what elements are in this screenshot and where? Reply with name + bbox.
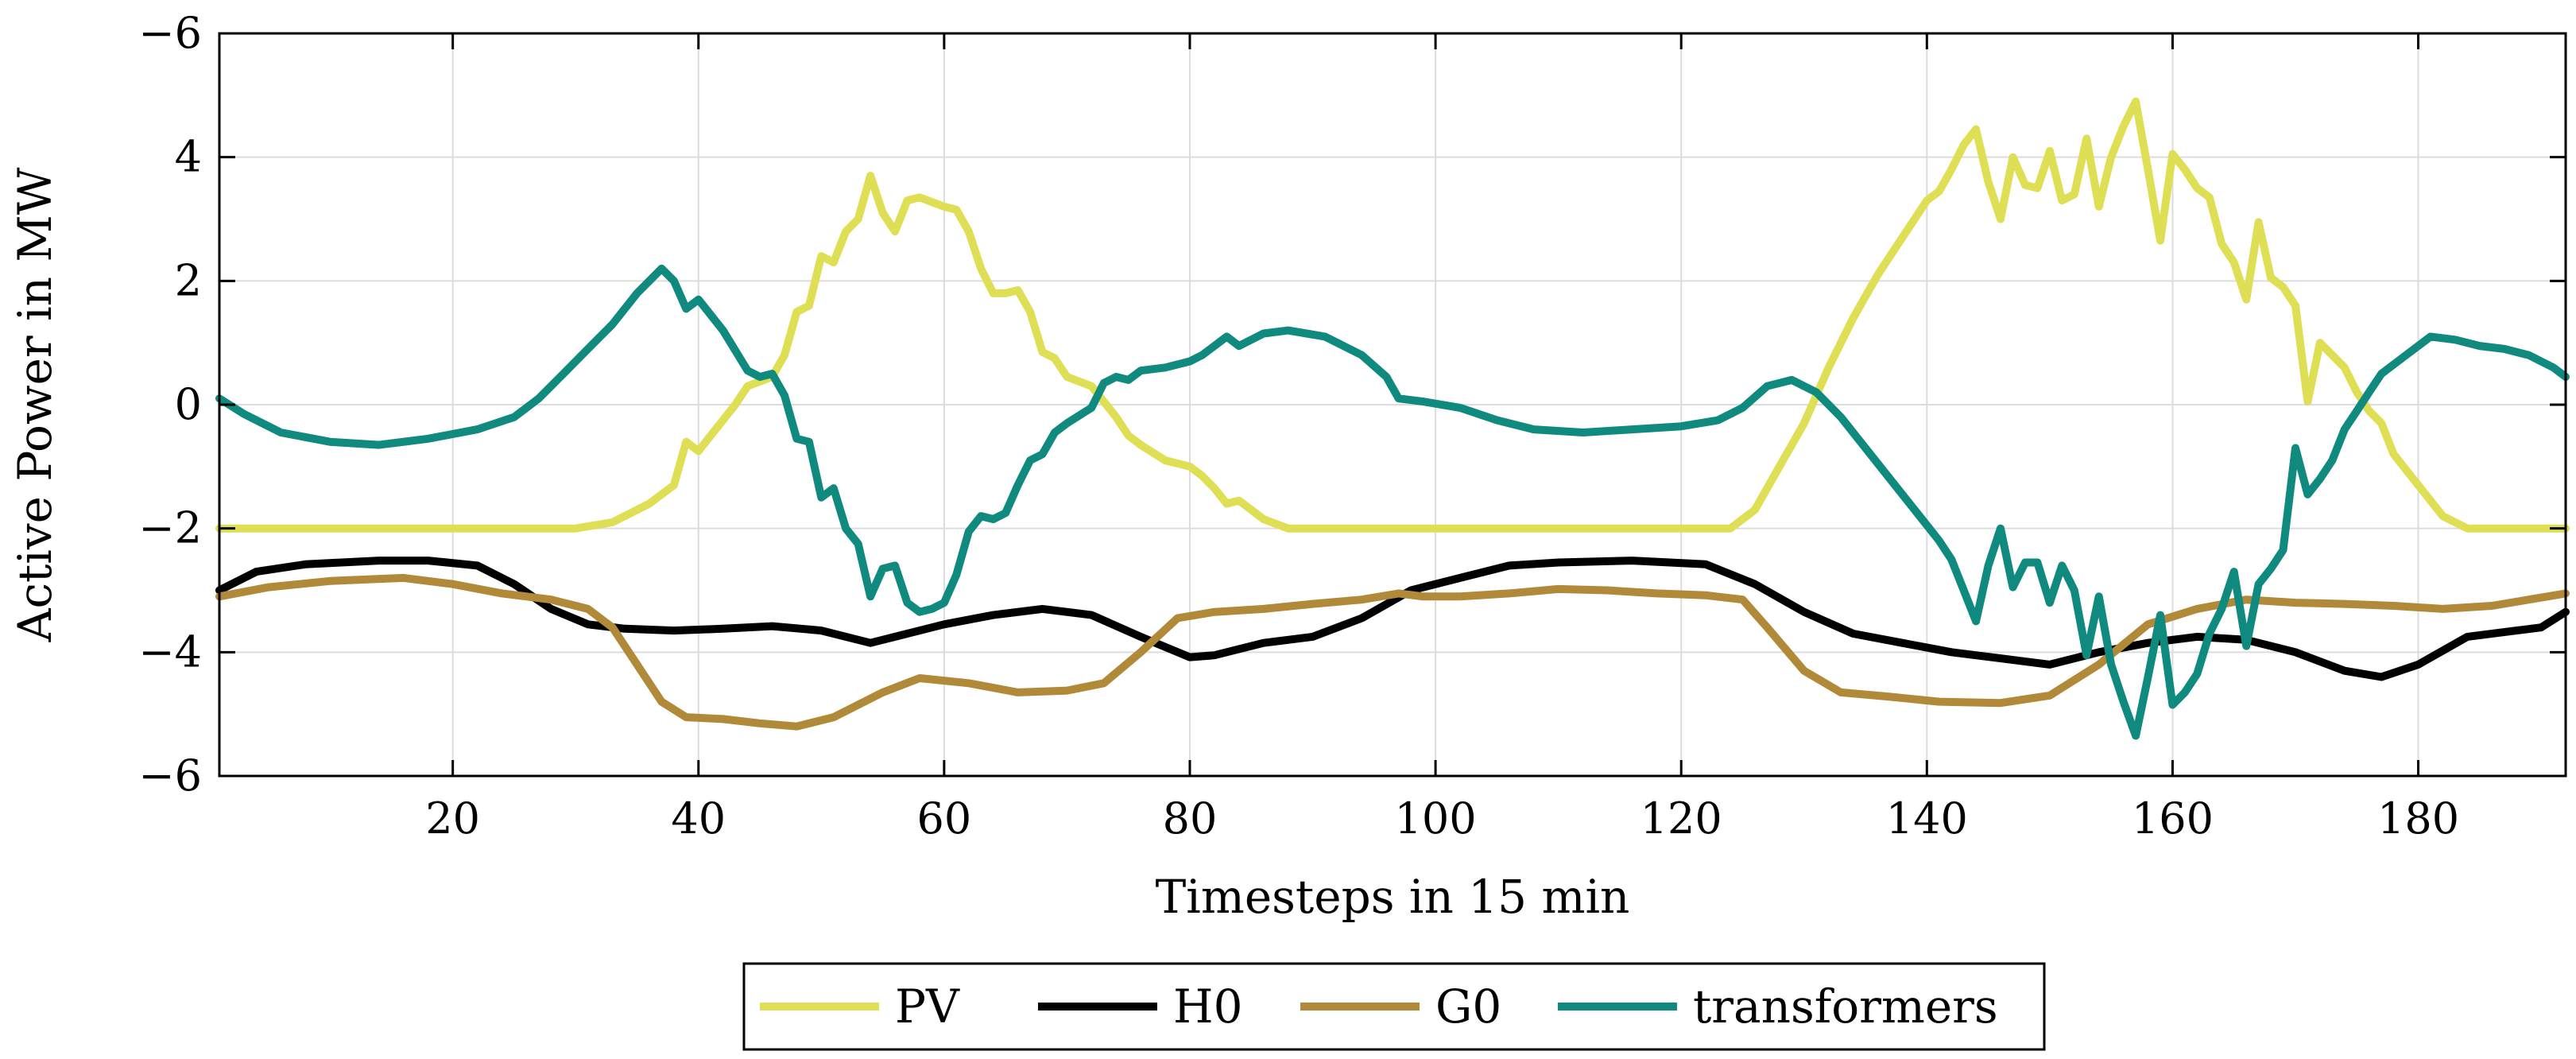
y-tick-label: −4 [138, 626, 202, 677]
x-tick-label: 40 [671, 793, 726, 844]
y-axis-label: Active Power in MW [8, 167, 62, 642]
legend: PV H0 G0 transformers [742, 962, 2046, 1051]
x-tick-label: 20 [425, 793, 480, 844]
y-tick-label: 0 [175, 379, 202, 429]
x-tick-label: 100 [1395, 793, 1477, 844]
legend-label: transformers [1693, 979, 1998, 1034]
y-tick-label: 2 [175, 255, 202, 305]
legend-label: H0 [1173, 979, 1242, 1034]
x-tick-label: 60 [917, 793, 972, 844]
y-tick-label: −6 [138, 751, 202, 801]
y-tick-label: −2 [138, 503, 202, 553]
series-lines [215, 97, 2570, 740]
legend-label: G0 [1435, 979, 1501, 1034]
x-tick-label: 160 [2132, 793, 2214, 844]
x-tick-label: 180 [2377, 793, 2459, 844]
series-line-pv [215, 97, 2570, 533]
y-tick-label: 4 [175, 132, 202, 182]
x-tick-label: 120 [1641, 793, 1722, 844]
grid [219, 33, 2566, 777]
x-tick-label: 80 [1163, 793, 1218, 844]
series-line-g0 [215, 573, 2570, 731]
x-axis-label: Timesteps in 15 min [1156, 870, 1630, 924]
y-tick-label: −6 [138, 8, 202, 58]
x-tick-label: 140 [1886, 793, 1968, 844]
legend-label: PV [895, 979, 960, 1034]
series-line-transformers [215, 264, 2570, 740]
series-line-h0 [215, 557, 2570, 681]
